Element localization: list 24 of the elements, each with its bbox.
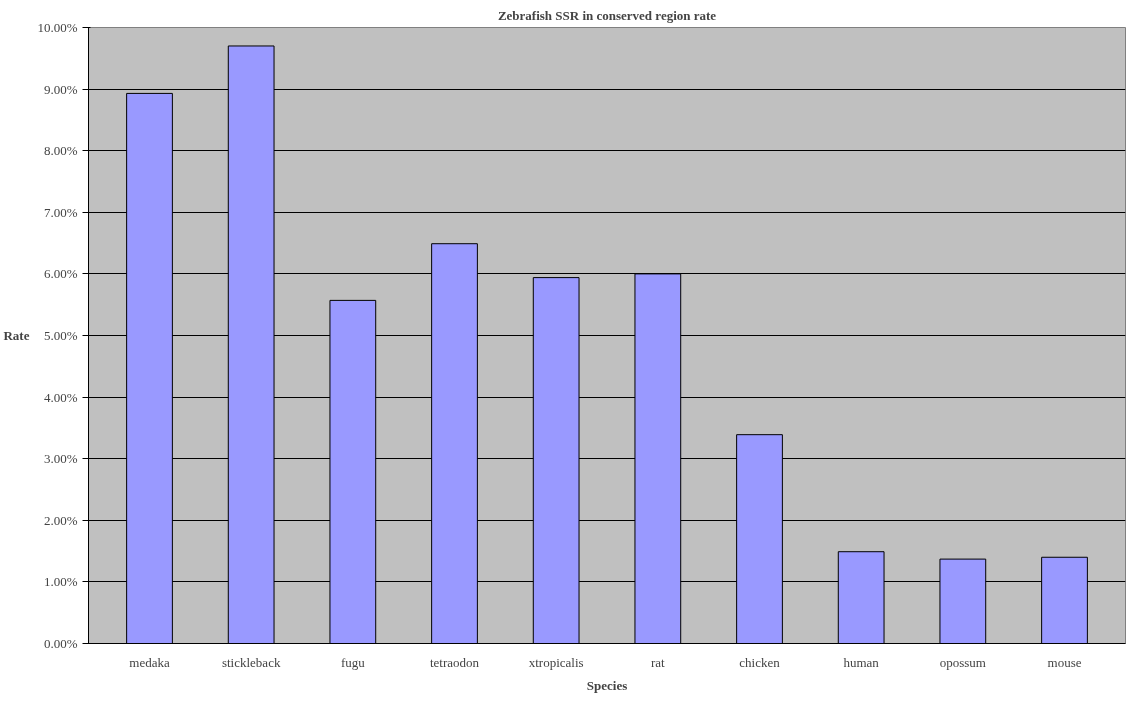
y-tick-label: 7.00% [43,204,78,220]
x-tick-label: fugu [340,654,366,670]
y-tick-label: 6.00% [43,266,78,282]
chart-title: Zebrafish SSR in conserved region rate [497,7,717,23]
x-tick-label: xtropicalis [528,654,584,670]
y-tick-label: 5.00% [43,328,78,343]
x-tick-label: opossum [939,654,986,670]
y-tick-label: 1.00% [43,574,78,590]
x-tick-label: stickleback [221,654,281,670]
y-tick-label: 9.00% [43,81,78,97]
x-tick-label: rat [650,654,666,670]
x-axis-title: Species [586,677,628,693]
x-tick-label: human [843,654,880,670]
y-tick-label: 8.00% [43,143,78,159]
y-tick-label: 10.00% [37,20,78,35]
x-tick-label: mouse [1047,654,1082,670]
y-tick-label: 4.00% [43,389,78,405]
y-tick-label: 3.00% [43,451,78,467]
x-tick-label: tetraodon [429,654,480,670]
y-tick-label: 0.00% [43,636,78,651]
y-tick-label: 2.00% [43,512,78,528]
x-tick-label: chicken [739,654,781,670]
x-tick-label: medaka [129,654,170,670]
y-axis-title: Rate [3,328,30,343]
